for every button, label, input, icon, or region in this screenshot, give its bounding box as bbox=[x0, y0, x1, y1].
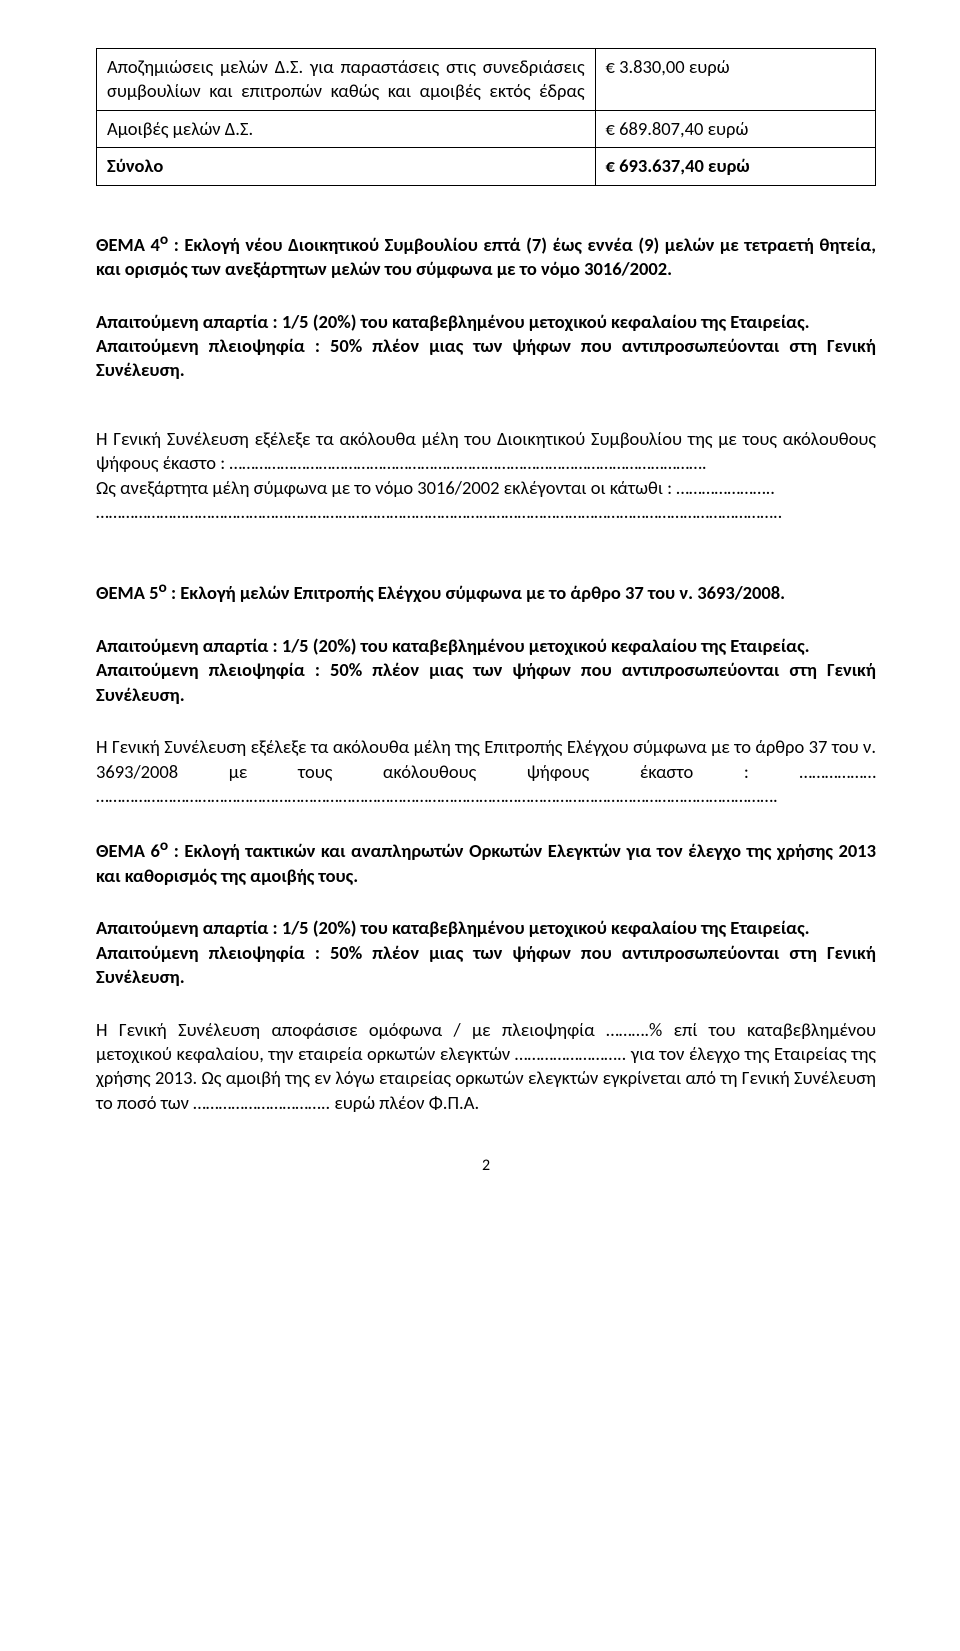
thema4-body1: Η Γενική Συνέλευση εξέλεξε τα ακόλουθα μ… bbox=[96, 427, 876, 476]
thema4-title: ΘΕΜΑ 4ο : Εκλογή νέου Διοικητικού Συμβου… bbox=[96, 230, 876, 282]
thema4-title-prefix: ΘΕΜΑ 4 bbox=[96, 233, 160, 256]
thema4-majority: Απαιτούμενη πλειοψηφία : 50% πλέον μιας … bbox=[96, 334, 876, 383]
thema6-quorum: Απαιτούμενη απαρτία : 1/5 (20%) του κατα… bbox=[96, 916, 876, 940]
thema6-title-sup: ο bbox=[160, 836, 168, 855]
fees-total-right: € 693.637,40 ευρώ bbox=[595, 148, 875, 185]
fees-row1-right: € 3.830,00 ευρώ bbox=[595, 49, 875, 111]
thema5-majority: Απαιτούμενη πλειοψηφία : 50% πλέον μιας … bbox=[96, 658, 876, 707]
thema4-body3: …………………………………………………………………………………………………………… bbox=[96, 500, 876, 524]
page-number: 2 bbox=[96, 1155, 876, 1176]
thema4-title-rest: : Εκλογή νέου Διοικητικού Συμβουλίου επτ… bbox=[96, 233, 876, 280]
fees-row2-left: Αμοιβές μελών Δ.Σ. bbox=[97, 110, 596, 147]
thema6-body: Η Γενική Συνέλευση αποφάσισε ομόφωνα / μ… bbox=[96, 1018, 876, 1116]
table-row: Αμοιβές μελών Δ.Σ. € 689.807,40 ευρώ bbox=[97, 110, 876, 147]
thema6-majority: Απαιτούμενη πλειοψηφία : 50% πλέον μιας … bbox=[96, 941, 876, 990]
thema4-title-sup: ο bbox=[160, 230, 168, 249]
fees-row1-left: Αποζημιώσεις μελών Δ.Σ. για παραστάσεις … bbox=[97, 49, 596, 111]
thema5-title-sup: ο bbox=[158, 578, 166, 597]
thema6-title-prefix: ΘΕΜΑ 6 bbox=[96, 840, 160, 863]
thema5-title-rest: : Εκλογή μελών Επιτροπής Ελέγχου σύμφωνα… bbox=[167, 582, 785, 605]
thema5-title-prefix: ΘΕΜΑ 5 bbox=[96, 582, 158, 605]
fees-table: Αποζημιώσεις μελών Δ.Σ. για παραστάσεις … bbox=[96, 48, 876, 186]
thema4-body2: Ως ανεξάρτητα μέλη σύμφωνα με το νόμο 30… bbox=[96, 476, 876, 500]
thema5-body1: Η Γενική Συνέλευση εξέλεξε τα ακόλουθα μ… bbox=[96, 735, 876, 808]
thema6-title-rest: : Εκλογή τακτικών και αναπληρωτών Ορκωτώ… bbox=[96, 840, 876, 887]
thema5-title: ΘΕΜΑ 5ο : Εκλογή μελών Επιτροπής Ελέγχου… bbox=[96, 578, 876, 606]
thema6-title: ΘΕΜΑ 6ο : Εκλογή τακτικών και αναπληρωτώ… bbox=[96, 836, 876, 888]
table-row: Σύνολο € 693.637,40 ευρώ bbox=[97, 148, 876, 185]
fees-total-left: Σύνολο bbox=[97, 148, 596, 185]
thema4-quorum: Απαιτούμενη απαρτία : 1/5 (20%) του κατα… bbox=[96, 310, 876, 334]
thema5-quorum: Απαιτούμενη απαρτία : 1/5 (20%) του κατα… bbox=[96, 634, 876, 658]
fees-row2-right: € 689.807,40 ευρώ bbox=[595, 110, 875, 147]
table-row: Αποζημιώσεις μελών Δ.Σ. για παραστάσεις … bbox=[97, 49, 876, 111]
